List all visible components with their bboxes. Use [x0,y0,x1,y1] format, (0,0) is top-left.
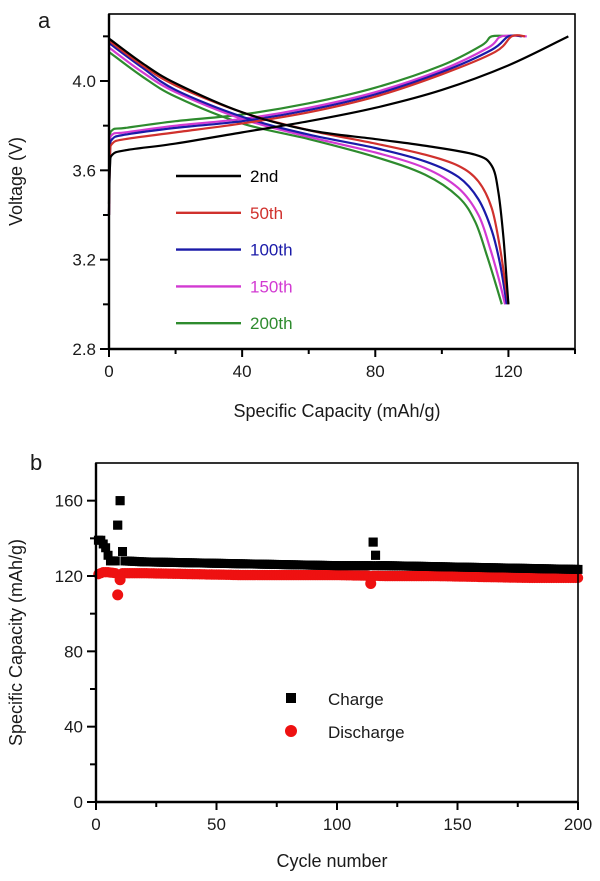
panel-a-y-tick-label: 2.8 [72,340,96,359]
panel-b-plot-frame [95,462,579,803]
discharge-outlier-point [365,578,377,590]
panel-a-x-tick-label: 40 [233,362,252,381]
legend-label-100th: 100th [250,241,293,260]
panel-b-axes: 0 50 100 150 200 0 40 80 120 160 [55,462,592,834]
legend-label-150th: 150th [250,277,293,296]
panel-a-x-tick-label: 120 [494,362,522,381]
panel-b-points [93,496,584,601]
charge-point [110,556,120,566]
charge-outlier-point [371,550,381,560]
discharge-curve-100th [108,42,508,305]
panel-b-legend: Charge Discharge [285,690,405,742]
panel-a-y-axis-title: Voltage (V) [6,137,26,226]
panel-a-y-tick-label: 4.0 [72,72,96,91]
panel-a-x-axis-title: Specific Capacity (mAh/g) [233,401,440,421]
panel-a-y-tick-label: 3.6 [72,161,96,180]
legend-marker-charge [286,693,296,703]
panel-a-y-tick-label: 3.2 [72,251,96,270]
panel-a-label: a [38,8,51,33]
charge-point [103,550,113,560]
discharge-outlier-point [114,574,126,586]
panel-a-x-tick-label: 80 [366,362,385,381]
discharge-curve-2nd [108,37,510,305]
panel-a-axes: 0 40 80 120 2.8 3.2 3.6 4.0 [72,13,576,381]
panel-a-voltage-profiles: a 0 40 80 120 2.8 3.2 3.6 4.0 2nd 50th 100th 150th… [6,8,576,421]
panel-b-y-tick-label: 40 [64,718,83,737]
discharge-curve-150th [108,46,507,305]
legend-label-charge: Charge [328,690,384,709]
panel-b-x-tick-label: 200 [564,815,592,834]
discharge-curve-50th [108,39,510,305]
panel-b-y-axis-title: Specific Capacity (mAh/g) [6,539,26,746]
panel-a-curves [107,34,569,305]
charge-outlier-point [368,537,378,547]
charge-outlier-point [113,520,123,530]
charge-point [366,561,376,571]
panel-b-cycling-performance: b 0 50 100 150 200 0 40 80 120 160 Charge Discharg… [6,450,592,871]
legend-label-50th: 50th [250,204,283,223]
panel-b-x-tick-label: 100 [323,815,351,834]
discharge-outlier-point [112,589,124,601]
panel-b-y-tick-label: 160 [55,492,83,511]
legend-label-2nd: 2nd [250,167,278,186]
charge-curve-50th [107,34,526,216]
charge-curve-150th [107,34,527,216]
panel-b-x-tick-label: 150 [443,815,471,834]
panel-b-y-tick-label: 0 [74,793,83,812]
panel-b-x-axis-title: Cycle number [276,851,387,871]
charge-outlier-point [115,496,125,506]
panel-b-label: b [30,450,42,475]
charge-point [101,543,111,553]
legend-label-200th: 200th [250,314,293,333]
panel-b-x-tick-label: 0 [91,815,100,834]
legend-marker-discharge [285,725,297,737]
charge-curve-200th [107,34,512,216]
charge-curve-100th [107,34,522,216]
discharge-curve-200th [108,51,503,305]
panel-a-x-tick-label: 0 [104,362,113,381]
panel-b-y-tick-label: 80 [64,642,83,661]
panel-b-x-tick-label: 50 [207,815,226,834]
charge-outlier-point [118,547,128,557]
panel-b-y-tick-label: 120 [55,567,83,586]
legend-label-discharge: Discharge [328,723,405,742]
charge-curve-2nd [107,35,569,204]
panel-a-legend: 2nd 50th 100th 150th 200th [176,167,293,333]
